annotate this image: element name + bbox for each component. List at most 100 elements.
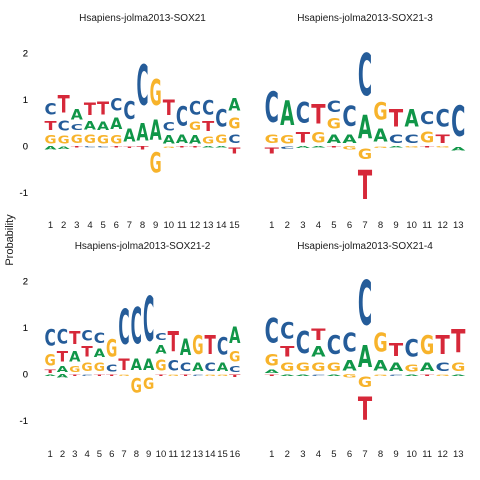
logo-letter-t: T — [280, 344, 295, 360]
logo-column: AG T — [420, 332, 435, 377]
logo-letter-g: G — [280, 133, 294, 146]
logo-letter-c: C — [404, 132, 418, 146]
logo-column: GT A — [451, 324, 466, 376]
logo-column: AC G — [342, 329, 357, 379]
logo-letter-c: C — [57, 326, 68, 349]
logo-column: AC GT — [358, 43, 373, 210]
logo-letter-g: G — [373, 98, 387, 125]
logo-letter-a: A — [45, 146, 57, 151]
logo-letter-g: G — [404, 363, 418, 374]
logo-letter-g: G — [192, 330, 203, 360]
logo-letter-a: A — [296, 146, 311, 149]
logo-column: GC A — [215, 104, 228, 148]
logo-letter-c: C — [296, 326, 310, 360]
logo-letter-c: C — [404, 336, 418, 363]
logo-column: CT G — [168, 327, 180, 377]
logo-letter-a: A — [202, 146, 215, 148]
logo-letter-t: T — [451, 324, 466, 361]
logo-column: ACT G — [163, 95, 176, 148]
logo-letter-g: G — [420, 332, 434, 361]
x-tick-label: 5 — [97, 449, 102, 460]
logo-letter-g: G — [436, 374, 450, 376]
logo-letter-c: C — [280, 318, 294, 343]
logo-letter-c: C — [215, 104, 227, 132]
x-tick-label: 11 — [422, 220, 432, 231]
logo-letter-c: C — [189, 97, 201, 119]
logo-letter-t: T — [69, 374, 80, 376]
logo-letter-g: G — [373, 374, 387, 376]
logo-letter-t: T — [420, 146, 436, 148]
panels: Hsapiens-jolma2013-SOX21210-1GTCA1GCTA2G… — [20, 13, 467, 460]
logo-letter-t: T — [168, 327, 180, 359]
logo-letter-t: T — [189, 146, 202, 148]
logo-letter-t: T — [436, 133, 451, 147]
logo-letter-c: C — [180, 361, 191, 375]
x-tick-label: 10 — [163, 220, 174, 231]
logo-letter-c: C — [342, 100, 356, 132]
logo-letter-c: C — [342, 329, 356, 358]
logo-letter-c: C — [163, 121, 175, 134]
y-tick-label: -1 — [20, 188, 28, 199]
logo-column: AGC T — [189, 97, 202, 148]
logo-letter-a: A — [420, 360, 434, 374]
logo-letter-t: T — [84, 100, 96, 119]
logo-letter-g: G — [327, 360, 341, 374]
logo-letter-c: C — [436, 106, 450, 133]
panel-title: Hsapiens-jolma2013-SOX21 — [79, 13, 206, 24]
logo-letter-t: T — [97, 99, 110, 120]
logo-letter-g: G — [217, 374, 228, 376]
logo-letter-a: A — [57, 374, 69, 379]
logo-letter-c: C — [265, 84, 279, 133]
logo-letter-c: C — [311, 374, 325, 376]
logo-letter-t: T — [311, 326, 326, 344]
logo-letter-g: G — [202, 134, 214, 146]
logo-letter-a: A — [84, 120, 97, 133]
x-tick-label: 12 — [180, 449, 191, 460]
logo-column: CGA T — [229, 324, 242, 377]
x-tick-label: 7 — [362, 449, 367, 460]
logo-letter-c: C — [118, 301, 129, 356]
logo-column: AC T — [123, 97, 136, 149]
y-tick-label: 0 — [23, 370, 28, 381]
logo-letter-t: T — [228, 146, 241, 155]
logo-letter-a: A — [176, 133, 188, 147]
logo-letter-c: C — [168, 358, 179, 374]
logo-letter-g: G — [168, 374, 179, 376]
x-tick-label: 2 — [60, 449, 65, 460]
x-tick-label: 8 — [140, 220, 145, 231]
logo-column: GCA T — [71, 107, 84, 148]
logo-letter-c: C — [436, 360, 450, 374]
logo-letter-c: C — [123, 97, 135, 125]
logo-column: GCT A — [58, 91, 71, 150]
x-tick-label: 1 — [269, 220, 274, 231]
x-tick-label: 15 — [217, 449, 228, 460]
logo-letter-a: A — [215, 146, 228, 148]
logo-letter-c: C — [192, 374, 203, 376]
x-tick-label: 3 — [74, 220, 79, 231]
logo-panel: Hsapiens-jolma2013-SOX21-2210-1TGCA1ATCA… — [20, 241, 242, 460]
x-tick-label: 15 — [229, 220, 240, 231]
logo-letter-a: A — [327, 132, 341, 146]
logo-letter-g: G — [94, 361, 105, 375]
logo-letter-c: C — [176, 101, 188, 132]
x-tick-label: 8 — [378, 220, 383, 231]
logo-letter-g: G — [358, 374, 372, 391]
logo-column: CG T — [106, 335, 117, 377]
logo-column: AGC T — [327, 99, 343, 148]
logo-letter-a: A — [123, 125, 135, 146]
logo-letter-g: G — [118, 374, 129, 376]
logo-letter-a: A — [311, 146, 326, 148]
logo-column: GT A — [311, 99, 326, 148]
logo-letter-c: C — [110, 95, 122, 114]
logo-letter-a: A — [229, 324, 241, 349]
logo-column: AC T — [136, 53, 148, 151]
x-tick-label: 5 — [331, 449, 336, 460]
logo-column: AGG — [150, 73, 162, 179]
logo-letter-a: A — [180, 336, 192, 361]
logo-letter-c: C — [143, 283, 154, 356]
logo-letter-t: T — [58, 91, 71, 118]
logo-letter-c: C — [97, 146, 109, 148]
logo-letter-g: G — [97, 134, 109, 147]
